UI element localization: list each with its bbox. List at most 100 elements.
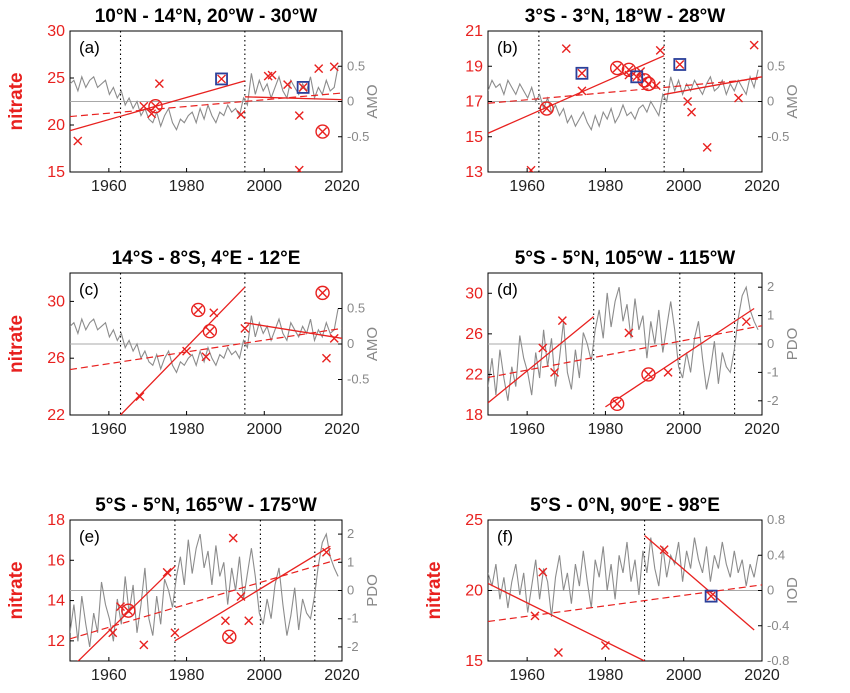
y2-tick-label: -0.4 (767, 618, 789, 633)
obs-cross (267, 70, 277, 80)
obs-cross (321, 353, 331, 363)
y2-tick-label: 0.5 (347, 301, 365, 316)
obs-boxed-cross (630, 70, 644, 84)
obs-circled-cross (202, 324, 218, 339)
y2-axis-label: PDO (784, 328, 801, 361)
obs-circled-cross (609, 396, 625, 412)
y-tick-label: 22 (465, 366, 483, 383)
y2-tick-label: 2 (767, 279, 774, 294)
y2-axis-label: AMO (364, 84, 381, 118)
y-axis-label: nitrate (6, 315, 27, 373)
x-tick-label: 1980 (588, 421, 624, 438)
obs-cross (123, 606, 133, 616)
y2-tick-label: -0.5 (767, 129, 789, 144)
obs-cross (561, 44, 571, 54)
obs-cross (329, 333, 339, 343)
trend-solid (488, 582, 645, 661)
obs-cross (706, 591, 716, 601)
obs-circled-cross (621, 62, 637, 77)
obs-cross (220, 616, 230, 626)
obs-cross (154, 79, 164, 89)
climate-index-series (488, 285, 759, 401)
obs-cross (675, 59, 685, 69)
obs-cross (108, 628, 118, 638)
obs-cross (526, 165, 536, 172)
panel-title: 10°N - 14°N, 20°W - 30°W (95, 6, 318, 27)
panel-2: 3°S - 3°N, 18°W - 28°W (b) 1960 1980 2000 202… (465, 6, 801, 195)
trend-solid (120, 286, 246, 415)
x-tick-label: 1960 (91, 178, 127, 195)
obs-cross (600, 640, 610, 650)
x-tick-label: 2020 (744, 421, 780, 438)
y-tick-label: 15 (465, 129, 483, 146)
obs-cross (205, 326, 215, 336)
x-tick-label: 2020 (324, 667, 360, 684)
y2-tick-label: 0.5 (767, 58, 785, 73)
y-tick-label: 13 (465, 164, 483, 181)
obs-cross (294, 165, 304, 172)
trend-dashed (70, 327, 342, 371)
obs-cross (318, 288, 328, 298)
panel-1: 10°N - 14°N, 20°W - 30°W (a) 1960 1980 2000 2… (6, 6, 381, 195)
y2-axis-label: IOD (784, 577, 801, 604)
y-tick-label: 14 (47, 593, 65, 610)
x-tick-label: 2020 (744, 178, 780, 195)
panel-title: 3°S - 3°N, 18°W - 28°W (525, 6, 725, 27)
obs-cross (612, 63, 622, 73)
obs-cross (643, 369, 653, 379)
x-tick-label: 1960 (91, 667, 127, 684)
y2-tick-label: -0.8 (767, 653, 789, 668)
obs-circled-cross (609, 60, 625, 76)
y2-tick-label: -2 (347, 639, 359, 654)
obs-cross (655, 45, 665, 55)
obs-cross (244, 616, 254, 626)
y-axis-label: nitrate (424, 561, 445, 619)
plot-area (488, 520, 762, 661)
panel-label: (a) (79, 38, 100, 57)
obs-boxed-cross (704, 589, 718, 603)
plot-area (70, 31, 342, 172)
obs-circled-cross (222, 629, 237, 645)
y-axis-label: nitrate (6, 561, 27, 619)
obs-cross (702, 142, 712, 152)
obs-boxed-cross (215, 72, 228, 86)
x-tick-label: 1980 (169, 421, 205, 438)
obs-circled-cross (148, 98, 163, 114)
obs-circled-cross (641, 76, 656, 92)
obs-cross (298, 82, 308, 92)
y2-tick-label: 0 (347, 583, 354, 598)
y-tick-label: 21 (465, 23, 483, 40)
panel-title: 5°S - 5°N, 165°W - 175°W (95, 495, 317, 516)
x-tick-label: 1960 (509, 667, 545, 684)
trend-solid (664, 76, 762, 96)
obs-cross (193, 305, 203, 315)
obs-cross (557, 316, 567, 326)
panel-title: 5°S - 5°N, 105°W - 115°W (515, 248, 736, 269)
panel-label: (f) (497, 527, 513, 546)
obs-boxed-cross (673, 58, 687, 71)
obs-cross (201, 352, 211, 362)
y2-axis-label: AMO (784, 84, 801, 118)
y2-tick-label: 0 (767, 336, 774, 351)
obs-circled-cross (315, 285, 330, 301)
obs-cross (318, 127, 328, 137)
y2-tick-label: 0 (767, 94, 774, 109)
y-tick-label: 12 (47, 633, 65, 650)
y-tick-label: 17 (465, 94, 483, 111)
panel-label: (b) (497, 38, 518, 57)
obs-cross (73, 136, 83, 146)
y2-tick-label: 0 (347, 94, 354, 109)
y-tick-label: 26 (465, 326, 483, 343)
x-tick-label: 2000 (246, 421, 282, 438)
obs-cross (538, 567, 548, 577)
obs-cross (209, 308, 219, 318)
panel-title: 5°S - 0°N, 90°E - 98°E (530, 495, 720, 516)
x-tick-label: 2020 (324, 421, 360, 438)
panel-6: 5°S - 0°N, 90°E - 98°E(f)1960 1980 2000 202… (424, 495, 801, 684)
y2-tick-label: -1 (347, 611, 359, 626)
y2-tick-label: 0.4 (767, 547, 785, 562)
obs-cross (329, 62, 339, 72)
y2-tick-label: 0.5 (347, 58, 365, 73)
y-tick-label: 25 (465, 512, 483, 529)
